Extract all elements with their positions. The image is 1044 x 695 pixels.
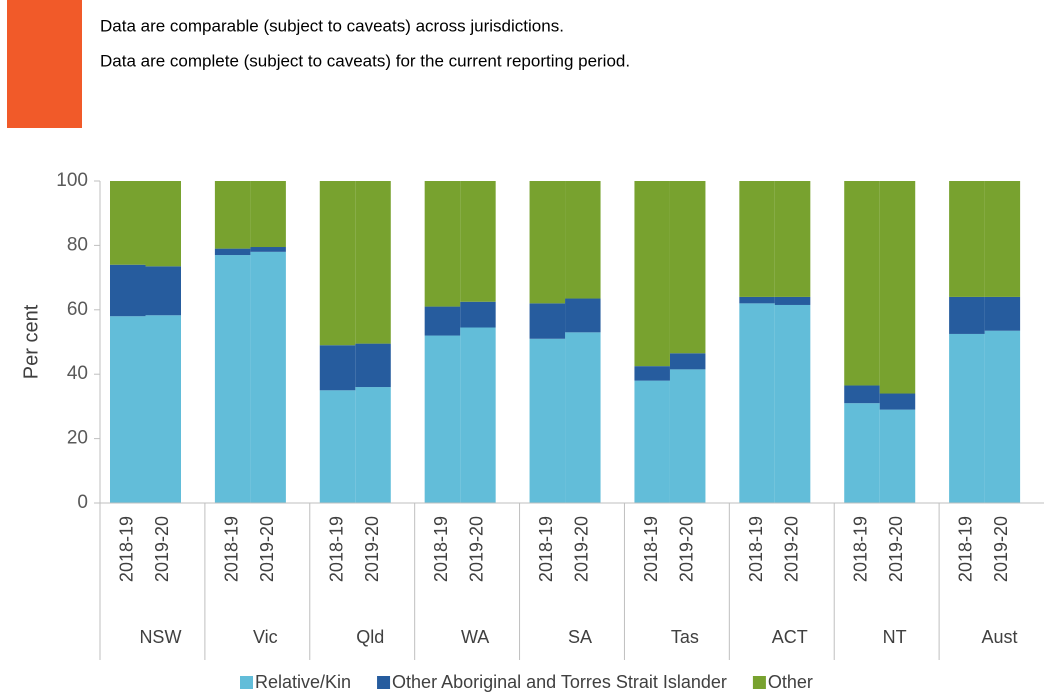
bar-segment	[669, 369, 706, 503]
note: Data are complete (subject to caveats) f…	[100, 51, 630, 70]
x-tick-label: 2019-20	[676, 516, 696, 582]
group-label: Vic	[253, 627, 278, 647]
legend-label: Relative/Kin	[255, 672, 351, 692]
bar-segment	[949, 296, 985, 334]
bar-segment	[634, 380, 670, 503]
bar-segment	[460, 181, 496, 302]
group-label: ACT	[772, 627, 808, 647]
bar-segment	[984, 181, 1021, 297]
bar-segment	[565, 181, 601, 299]
bar-segment	[110, 181, 146, 265]
bar-segment	[844, 403, 880, 503]
x-tick-label: 2019-20	[362, 516, 382, 582]
x-tick-label: 2019-20	[886, 516, 906, 582]
group-label: NT	[883, 627, 907, 647]
note: Data are comparable (subject to caveats)…	[100, 16, 564, 35]
bar-segment	[879, 181, 916, 394]
x-tick-label: 2019-20	[152, 516, 172, 582]
bar-segment	[879, 393, 916, 410]
bar-segment	[879, 409, 916, 503]
bar-segment	[319, 181, 356, 346]
x-tick-label: 2019-20	[991, 516, 1011, 582]
bar-segment	[214, 248, 251, 256]
bar-segment	[214, 255, 251, 503]
bar-segment	[669, 181, 706, 354]
group-label: SA	[568, 627, 592, 647]
x-tick-label: 2019-20	[781, 516, 801, 582]
bar-segment	[319, 345, 356, 391]
y-tick-label: 80	[67, 234, 88, 255]
x-tick-label: 2018-19	[851, 516, 871, 582]
bar-segment	[424, 306, 461, 336]
bar-segment	[669, 353, 706, 370]
legend-swatch	[752, 676, 766, 689]
group-label: WA	[461, 627, 489, 647]
bar-segment	[774, 296, 811, 305]
y-tick-label: 40	[67, 363, 88, 384]
bar-segment	[214, 181, 251, 249]
bar-segment	[250, 247, 286, 252]
bar-segment	[984, 330, 1021, 503]
group-label: Qld	[356, 627, 384, 647]
bar-segment	[110, 264, 146, 317]
bar-segment	[739, 303, 775, 503]
y-axis-label: Per cent	[20, 304, 42, 379]
bar-segment	[949, 333, 985, 503]
bar-segment	[774, 304, 811, 503]
y-tick-label: 20	[67, 428, 88, 449]
bar-segment	[739, 181, 775, 297]
bar-segment	[529, 181, 566, 304]
y-tick-label: 100	[56, 170, 88, 191]
bar-segment	[355, 343, 391, 388]
bar-segment	[110, 316, 146, 503]
bar-segment	[250, 181, 286, 248]
group-label: Aust	[982, 627, 1018, 647]
x-tick-label: 2019-20	[467, 516, 487, 582]
x-tick-label: 2019-20	[257, 516, 277, 582]
bar-segment	[844, 385, 880, 404]
legend-swatch	[240, 676, 253, 689]
bar-segment	[739, 296, 775, 304]
bar-segment	[424, 335, 461, 503]
y-tick-label: 60	[67, 299, 88, 320]
bar-segment	[529, 338, 566, 503]
bar-segment	[949, 181, 985, 297]
x-tick-label: 2018-19	[536, 516, 556, 582]
bar-segment	[424, 181, 461, 307]
bar-segment	[565, 332, 601, 503]
bar-segment	[460, 301, 496, 328]
group-label: Tas	[671, 627, 699, 647]
y-tick-label: 0	[77, 492, 88, 513]
group-label: NSW	[139, 627, 181, 647]
bar-segment	[250, 251, 286, 503]
x-tick-label: 2018-19	[641, 516, 661, 582]
bar-segment	[565, 298, 601, 333]
bar-segment	[984, 296, 1021, 331]
bar-segment	[355, 387, 391, 503]
bar-segment	[774, 181, 811, 297]
legend-label: Other	[768, 672, 813, 692]
bar-segment	[355, 181, 391, 344]
x-tick-label: 2018-19	[746, 516, 766, 582]
bar-segment	[634, 366, 670, 381]
marker	[7, 0, 82, 128]
legend-label: Other Aboriginal and Torres Strait Islan…	[392, 672, 727, 692]
x-tick-label: 2018-19	[221, 516, 241, 582]
bar-segment	[844, 181, 880, 386]
bar-segment	[634, 181, 670, 367]
bar-segment	[460, 327, 496, 503]
x-tick-label: 2018-19	[326, 516, 346, 582]
x-tick-label: 2018-19	[956, 516, 976, 582]
bar-segment	[529, 303, 566, 339]
bar-segment	[145, 266, 181, 316]
legend-swatch	[377, 676, 391, 689]
bar-segment	[145, 315, 181, 503]
x-tick-label: 2018-19	[117, 516, 137, 582]
x-tick-label: 2019-20	[572, 516, 592, 582]
bar-segment	[319, 390, 356, 503]
x-tick-label: 2018-19	[431, 516, 451, 582]
bar-segment	[145, 181, 181, 267]
